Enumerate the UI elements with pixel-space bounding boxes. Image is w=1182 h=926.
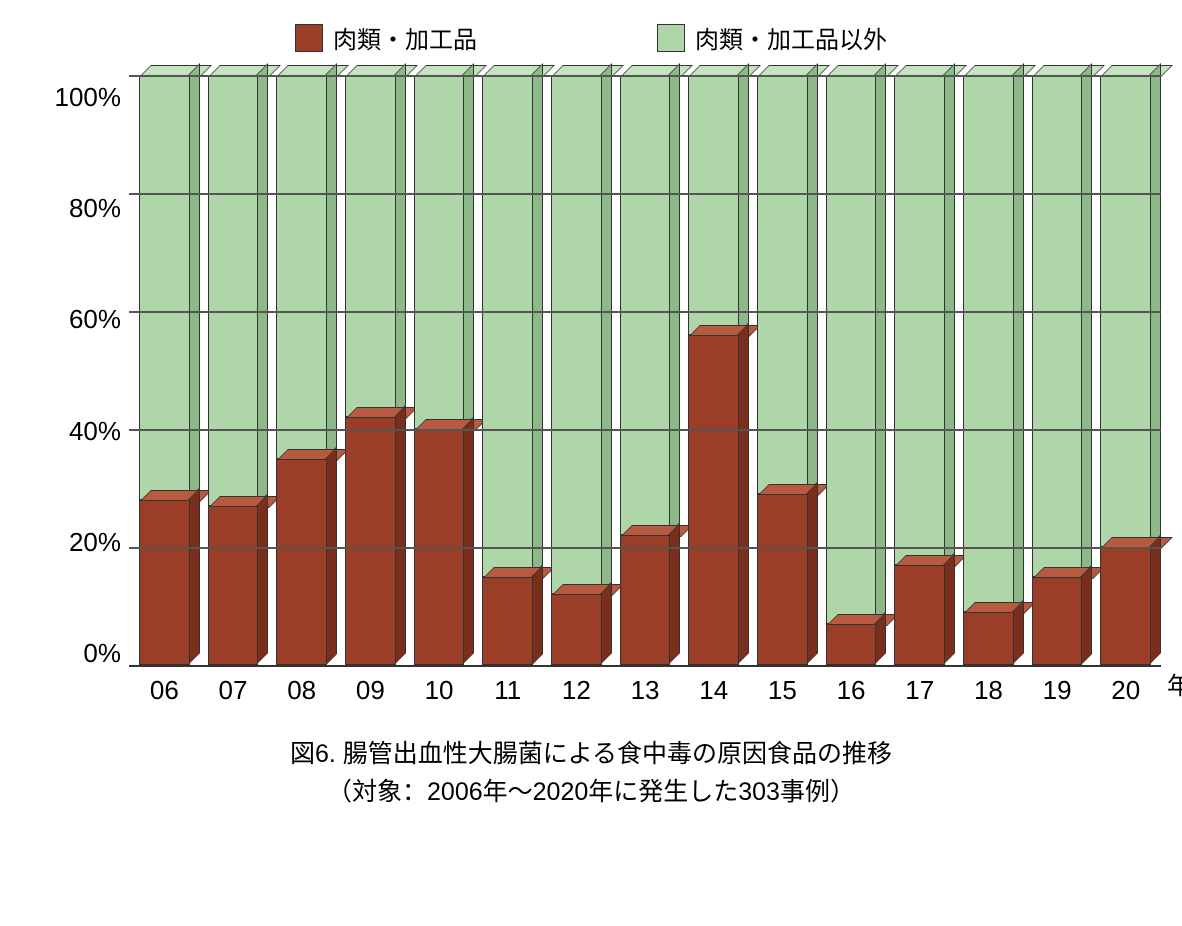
- bar-column: [551, 75, 602, 665]
- caption-line-1: 図6. 腸管出血性大腸菌による食中毒の原因食品の推移: [21, 736, 1161, 774]
- bars-container: [129, 75, 1161, 665]
- bar-column: [1100, 75, 1151, 665]
- x-tick: 15: [757, 675, 808, 706]
- bar-segment-nonmeat: [826, 75, 877, 624]
- bar-column: [276, 75, 327, 665]
- bar-segment-meat: [688, 335, 739, 665]
- y-tick: 60%: [69, 306, 121, 332]
- bar-column: [620, 75, 671, 665]
- bar-segment-meat: [963, 612, 1014, 665]
- bar-segment-meat: [1100, 547, 1151, 665]
- bar-column: [894, 75, 945, 665]
- bar-segment-nonmeat: [208, 75, 259, 506]
- bar-segment-meat: [757, 494, 808, 665]
- bar-segment-nonmeat: [139, 75, 190, 500]
- bar-segment-nonmeat: [894, 75, 945, 565]
- bar-segment-meat: [620, 535, 671, 665]
- legend-label-nonmeat: 肉類・加工品以外: [695, 20, 887, 55]
- bar-segment-nonmeat: [276, 75, 327, 459]
- bar-column: [688, 75, 739, 665]
- bar-segment-nonmeat: [414, 75, 465, 429]
- x-tick: 14: [688, 675, 739, 706]
- bar-segment-meat: [276, 459, 327, 666]
- x-tick: 13: [620, 675, 671, 706]
- plot-area: 年: [129, 75, 1161, 667]
- y-tick: 80%: [69, 195, 121, 221]
- y-tick: 100%: [55, 84, 122, 110]
- bar-segment-meat: [894, 565, 945, 665]
- bar-column: [757, 75, 808, 665]
- gridline: [129, 75, 1161, 77]
- x-tick: 20: [1100, 675, 1151, 706]
- bar-column: [826, 75, 877, 665]
- x-tick: 18: [963, 675, 1014, 706]
- bar-segment-meat: [551, 594, 602, 665]
- bar-column: [345, 75, 396, 665]
- bar-segment-nonmeat: [1032, 75, 1083, 577]
- x-tick: 19: [1032, 675, 1083, 706]
- bar-segment-meat: [208, 506, 259, 665]
- bar-segment-nonmeat: [963, 75, 1014, 612]
- bar-segment-meat: [482, 577, 533, 666]
- legend-item-nonmeat: 肉類・加工品以外: [657, 20, 887, 55]
- legend-swatch-meat: [295, 24, 323, 52]
- gridline: [129, 547, 1161, 549]
- x-tick: 08: [276, 675, 327, 706]
- x-tick: 10: [414, 675, 465, 706]
- y-axis: 100% 80% 60% 40% 20% 0%: [21, 75, 129, 667]
- bar-column: [482, 75, 533, 665]
- gridline: [129, 193, 1161, 195]
- bar-column: [208, 75, 259, 665]
- bar-segment-nonmeat: [620, 75, 671, 535]
- x-tick: 07: [208, 675, 259, 706]
- bar-segment-meat: [1032, 577, 1083, 666]
- bar-segment-nonmeat: [688, 75, 739, 335]
- y-tick: 20%: [69, 529, 121, 555]
- x-tick: 06: [139, 675, 190, 706]
- legend-item-meat: 肉類・加工品: [295, 20, 477, 55]
- x-tick: 17: [894, 675, 945, 706]
- stacked-bar-chart: 肉類・加工品 肉類・加工品以外 100%80%60%40%20%0% 年 060…: [21, 20, 1161, 811]
- bar-column: [1032, 75, 1083, 665]
- bar-column: [414, 75, 465, 665]
- bar-column: [139, 75, 190, 665]
- bar-segment-nonmeat: [551, 75, 602, 594]
- y-tick: 0%: [83, 640, 121, 666]
- caption-line-2: （対象：2006年～2020年に発生した303事例）: [21, 774, 1161, 812]
- legend-label-meat: 肉類・加工品: [333, 20, 477, 55]
- chart-caption: 図6. 腸管出血性大腸菌による食中毒の原因食品の推移 （対象：2006年～202…: [21, 736, 1161, 811]
- gridline: [129, 429, 1161, 431]
- bar-segment-nonmeat: [757, 75, 808, 494]
- bar-column: [963, 75, 1014, 665]
- bar-segment-nonmeat: [345, 75, 396, 417]
- x-tick: 12: [551, 675, 602, 706]
- bar-segment-meat: [139, 500, 190, 665]
- bar-segment-meat: [826, 624, 877, 665]
- y-tick: 40%: [69, 418, 121, 444]
- x-axis: 06 07 08 09 10 11 12 13 14 15 16 17 18 19 20: [129, 667, 1161, 706]
- bar-segment-nonmeat: [482, 75, 533, 577]
- gridline: [129, 311, 1161, 313]
- x-tick: 11: [482, 675, 533, 706]
- x-tick: 09: [345, 675, 396, 706]
- x-tick: 16: [826, 675, 877, 706]
- legend-swatch-nonmeat: [657, 24, 685, 52]
- x-axis-unit: 年: [1167, 666, 1182, 701]
- legend: 肉類・加工品 肉類・加工品以外: [21, 20, 1161, 55]
- bar-segment-meat: [345, 417, 396, 665]
